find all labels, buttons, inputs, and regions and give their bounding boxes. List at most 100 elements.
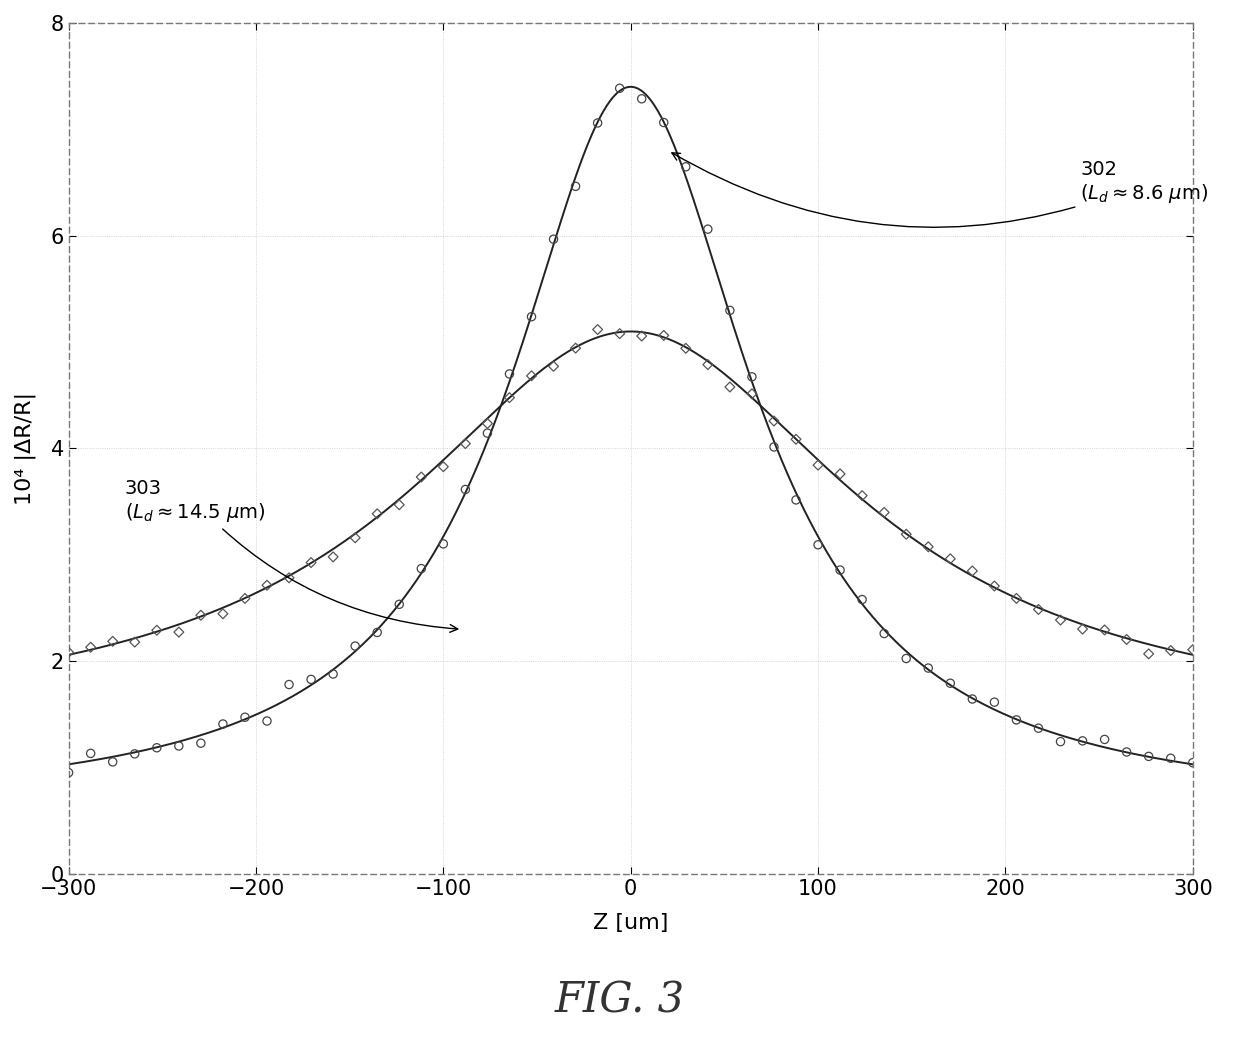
Point [169, 737, 188, 754]
Point [103, 633, 123, 650]
Point [919, 538, 939, 555]
Point [324, 665, 343, 682]
Point [1161, 642, 1180, 659]
Point [985, 694, 1004, 711]
Point [874, 625, 894, 642]
Point [632, 91, 652, 107]
Point [455, 481, 475, 498]
Point [191, 607, 211, 623]
Point [522, 309, 542, 325]
Point [236, 709, 255, 726]
Point [543, 358, 563, 375]
Point [610, 80, 630, 97]
Point [477, 415, 497, 432]
Point [125, 634, 145, 651]
Point [412, 469, 432, 485]
Point [257, 577, 277, 594]
Point [236, 590, 255, 607]
Point [897, 650, 916, 667]
Point [676, 340, 696, 357]
Point [698, 221, 718, 238]
Point [213, 605, 233, 622]
Point [565, 178, 585, 195]
Point [742, 369, 761, 385]
Point [653, 114, 673, 131]
Point [81, 744, 100, 761]
Point [367, 624, 387, 641]
Point [279, 570, 299, 587]
Point [940, 675, 960, 692]
Point [301, 671, 321, 688]
Y-axis label: 10⁴ |ΔR/R|: 10⁴ |ΔR/R| [15, 392, 36, 505]
Point [301, 554, 321, 571]
Point [455, 435, 475, 452]
Point [146, 739, 166, 756]
Point [279, 676, 299, 693]
Point [919, 659, 939, 676]
Point [500, 390, 520, 406]
Point [610, 325, 630, 342]
Point [742, 385, 761, 402]
Point [434, 458, 454, 475]
Point [324, 549, 343, 565]
Point [412, 560, 432, 577]
Point [1161, 750, 1180, 767]
Point [565, 340, 585, 357]
Point [191, 735, 211, 752]
Point [808, 457, 828, 474]
Point [852, 488, 872, 504]
Point [345, 638, 365, 655]
Point [103, 754, 123, 771]
Point [1138, 748, 1158, 764]
Point [58, 764, 78, 781]
Text: FIG. 3: FIG. 3 [556, 979, 684, 1021]
Point [720, 302, 740, 319]
Point [389, 496, 409, 513]
Point [786, 431, 806, 448]
Point [852, 591, 872, 608]
Point [653, 327, 673, 344]
Point [522, 367, 542, 384]
Point [962, 691, 982, 708]
Point [940, 551, 960, 568]
Point [125, 746, 145, 762]
Point [588, 115, 608, 132]
Point [146, 622, 166, 639]
Point [1117, 631, 1137, 648]
Point [1095, 731, 1115, 748]
Point [698, 356, 718, 373]
Point [764, 438, 784, 455]
Point [58, 643, 78, 660]
Point [1138, 645, 1158, 662]
Point [897, 525, 916, 542]
Point [81, 639, 100, 656]
Point [1007, 590, 1027, 607]
Point [676, 158, 696, 175]
Point [1117, 743, 1137, 760]
Point [830, 465, 849, 482]
Point [632, 327, 652, 344]
Point [1028, 720, 1048, 737]
Point [1095, 621, 1115, 638]
X-axis label: Z [um]: Z [um] [593, 913, 668, 933]
Point [477, 424, 497, 441]
Point [345, 530, 365, 547]
Point [1028, 601, 1048, 618]
Point [1073, 620, 1092, 637]
Point [367, 505, 387, 522]
Point [389, 596, 409, 613]
Point [764, 413, 784, 430]
Point [257, 713, 277, 730]
Point [985, 578, 1004, 595]
Text: 303
$(L_d \approx 14.5\ \mu\mathrm{m})$: 303 $(L_d \approx 14.5\ \mu\mathrm{m})$ [125, 479, 458, 632]
Point [874, 504, 894, 521]
Point [1073, 733, 1092, 750]
Point [1050, 733, 1070, 750]
Text: 302
$(L_d \approx 8.6\ \mu\mathrm{m})$: 302 $(L_d \approx 8.6\ \mu\mathrm{m})$ [672, 153, 1209, 227]
Point [543, 231, 563, 247]
Point [786, 492, 806, 509]
Point [830, 561, 849, 578]
Point [1183, 641, 1203, 658]
Point [808, 536, 828, 553]
Point [588, 321, 608, 338]
